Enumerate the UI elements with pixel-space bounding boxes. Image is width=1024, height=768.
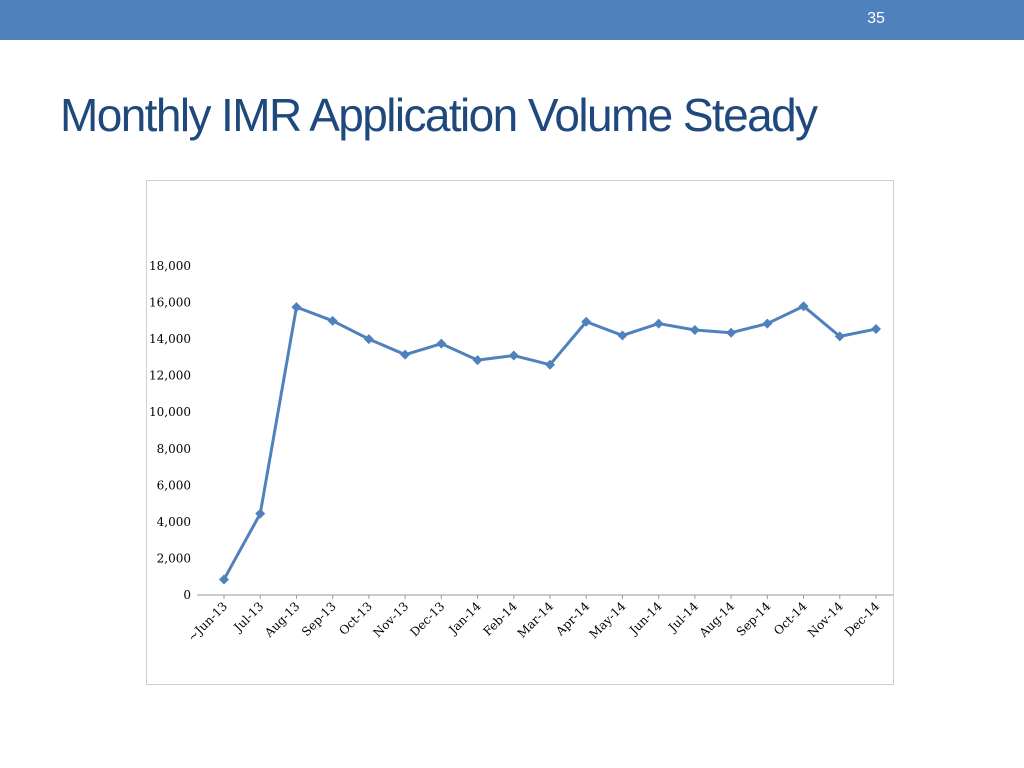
x-tick-label: Oct-14 bbox=[771, 599, 810, 638]
data-point-marker bbox=[508, 350, 519, 361]
y-tick-label: 8,000 bbox=[157, 442, 191, 456]
data-point-marker bbox=[581, 316, 592, 327]
y-tick-label: 0 bbox=[183, 588, 191, 602]
y-tick-label: 14,000 bbox=[149, 332, 191, 346]
slide-number: 35 bbox=[867, 10, 885, 27]
chart-frame: 0 2,000 4,000 6,000 8,000 10,000 12,000 14,000 1… bbox=[146, 180, 894, 685]
y-tick-label: 16,000 bbox=[149, 296, 191, 310]
x-tick-label: May-14 bbox=[586, 599, 628, 641]
slide-title: Monthly IMR Application Volume Steady bbox=[60, 89, 818, 141]
y-tick-label: 10,000 bbox=[149, 405, 191, 419]
x-tick-label: Sep-13 bbox=[299, 599, 339, 639]
line-chart: 0 2,000 4,000 6,000 8,000 10,000 12,000 14,000 1… bbox=[149, 259, 893, 644]
y-tick-label: 12,000 bbox=[149, 369, 191, 383]
x-axis-labels: ~Jun-13 Jul-13Aug-13Sep-13Oct-13Nov-13Dec… bbox=[185, 599, 882, 644]
data-point-marker bbox=[291, 302, 302, 313]
x-tick-label: Oct-13 bbox=[336, 599, 375, 638]
data-point-marker bbox=[327, 315, 338, 326]
x-tick-label: Jan-14 bbox=[445, 599, 484, 638]
data-point-marker bbox=[726, 327, 737, 338]
x-axis-ticks bbox=[223, 595, 877, 599]
x-tick-label: Apr-14 bbox=[552, 599, 592, 639]
top-bar: 35 bbox=[0, 0, 1024, 40]
x-tick-label: Dec-13 bbox=[407, 599, 447, 639]
x-tick-label: Jun-14 bbox=[625, 599, 665, 639]
data-point-marker bbox=[472, 355, 483, 366]
x-tick-label: Nov-14 bbox=[805, 599, 846, 640]
data-point-marker bbox=[871, 324, 881, 335]
x-tick-label: Sep-14 bbox=[734, 599, 774, 639]
data-point-marker bbox=[689, 324, 700, 335]
data-point-marker bbox=[762, 318, 773, 329]
y-axis-labels: 0 2,000 4,000 6,000 8,000 10,000 12,000 14,000 1… bbox=[149, 259, 191, 602]
y-tick-label: 6,000 bbox=[157, 478, 191, 492]
series-line bbox=[222, 304, 877, 581]
x-tick-label: Feb-14 bbox=[480, 599, 520, 639]
data-point-marker bbox=[798, 301, 809, 312]
data-point-marker bbox=[653, 318, 664, 329]
data-point-marker bbox=[617, 330, 628, 341]
data-point-marker bbox=[834, 331, 845, 342]
y-tick-label: 18,000 bbox=[149, 259, 191, 273]
x-tick-label: Jul-13 bbox=[230, 599, 267, 636]
x-tick-label: Aug-13 bbox=[261, 599, 302, 640]
data-point-marker bbox=[436, 338, 447, 349]
data-point-marker bbox=[363, 334, 374, 345]
series-markers bbox=[219, 301, 881, 585]
y-tick-label: 4,000 bbox=[157, 515, 191, 529]
x-tick-label: Aug-14 bbox=[696, 599, 738, 641]
x-tick-label: Mar-14 bbox=[515, 599, 557, 641]
data-point-marker bbox=[545, 359, 555, 370]
data-point-marker bbox=[400, 349, 411, 360]
y-tick-label: 2,000 bbox=[157, 551, 191, 565]
data-point-marker bbox=[219, 574, 229, 585]
data-point-marker bbox=[255, 508, 266, 519]
x-tick-label: ~Jun-13 bbox=[185, 599, 230, 644]
x-tick-label: Dec-14 bbox=[842, 599, 882, 639]
x-tick-label: Nov-13 bbox=[370, 599, 411, 640]
